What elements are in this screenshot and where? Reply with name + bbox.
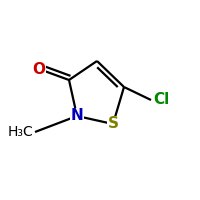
Text: Cl: Cl: [153, 92, 169, 108]
Text: H₃C: H₃C: [7, 125, 33, 139]
Text: O: O: [32, 62, 46, 76]
Text: S: S: [108, 116, 118, 132]
Text: N: N: [71, 108, 83, 123]
